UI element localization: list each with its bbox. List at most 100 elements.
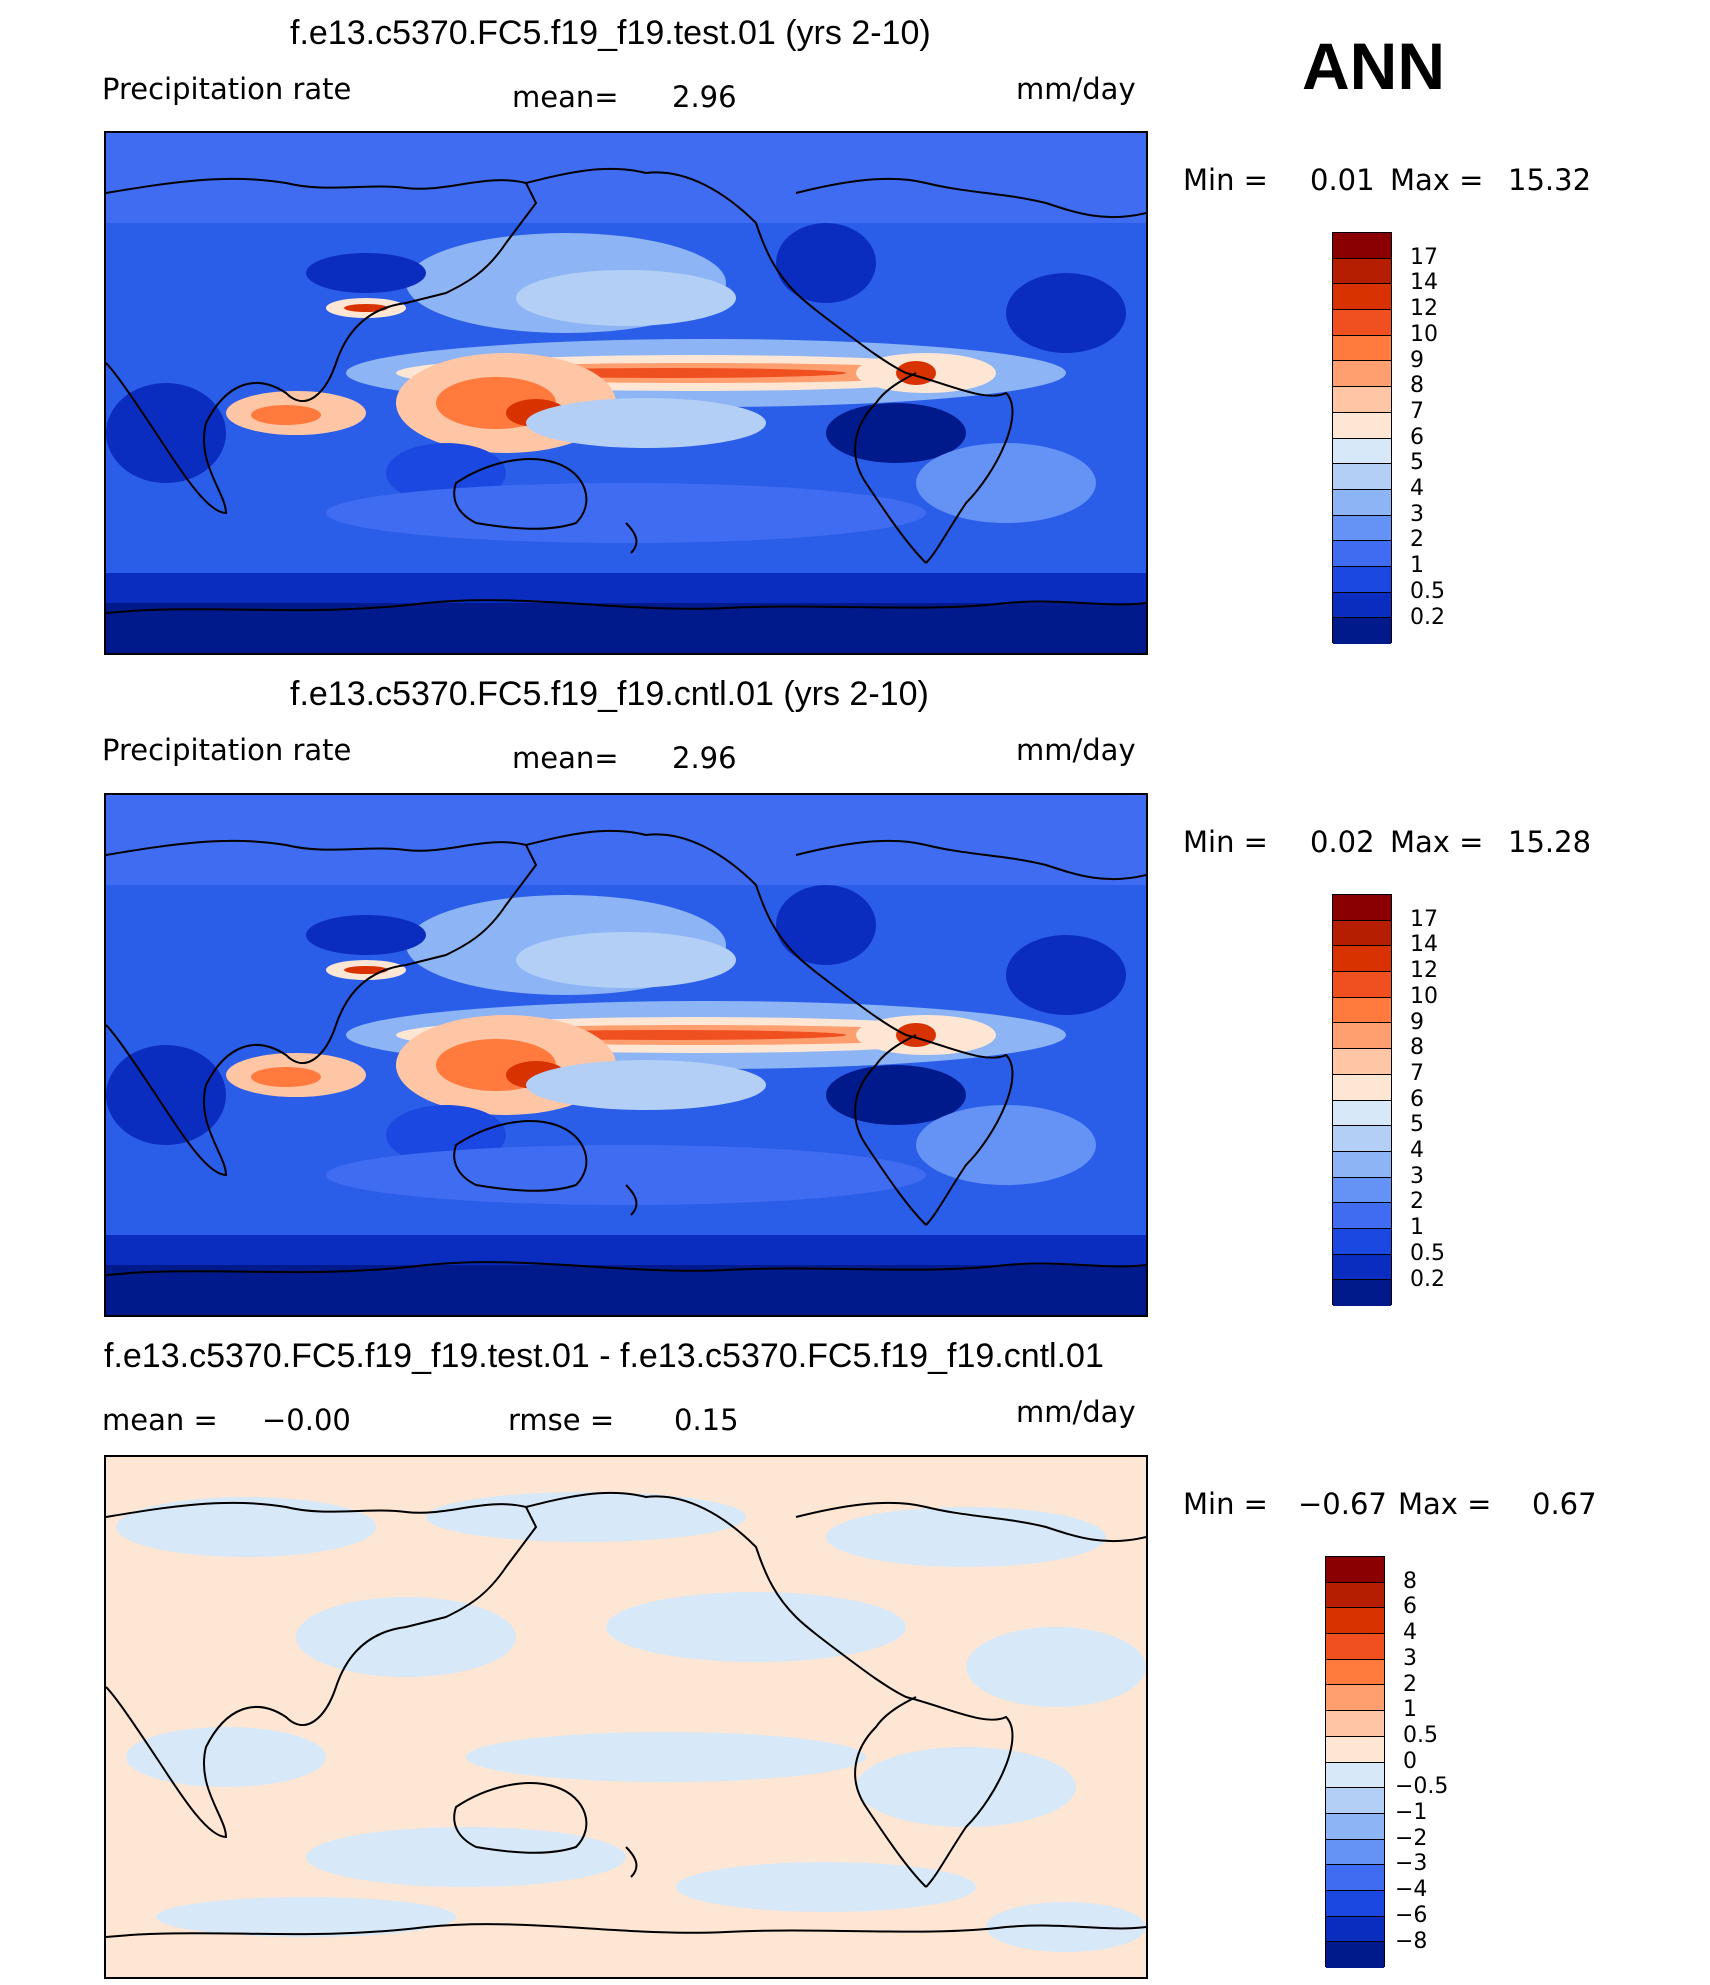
colorbar-level-label: 5: [1410, 1112, 1424, 1138]
colorbar-level-label: 12: [1410, 296, 1438, 322]
colorbar-swatch: [1333, 1203, 1391, 1229]
panel2-units: mm/day: [1016, 733, 1136, 767]
colorbar-swatch: [1326, 1865, 1384, 1891]
season-label: ANN: [1302, 29, 1445, 103]
colorbar-level-label: 4: [1410, 476, 1424, 501]
colorbar-swatch: [1333, 1126, 1391, 1152]
panel1-map: [104, 131, 1148, 655]
colorbar-swatch: [1333, 972, 1391, 998]
colorbar-level-label: 17: [1410, 244, 1438, 270]
panel1-variable-label: Precipitation rate: [102, 72, 352, 106]
colorbar-level-label: 4: [1410, 1138, 1424, 1163]
colorbar-level-label: 3: [1410, 1163, 1424, 1189]
colorbar-swatch: [1333, 1074, 1391, 1101]
colorbar-swatch: [1326, 1890, 1384, 1917]
colorbar-level-label: 2: [1410, 527, 1424, 553]
colorbar-level-label: 9: [1410, 1009, 1424, 1035]
colorbar-swatch: [1326, 1634, 1384, 1660]
colorbar-swatches: [1332, 894, 1392, 1306]
colorbar-level-label: 7: [1410, 1060, 1424, 1086]
colorbar-swatch: [1326, 1711, 1384, 1737]
panel2-max-value: 15.28: [1508, 825, 1592, 859]
colorbar-level-label: 1: [1403, 1697, 1417, 1723]
panel3-rmse-value: 0.15: [674, 1403, 739, 1437]
panel3-max-value: 0.67: [1532, 1487, 1597, 1521]
colorbar-level-label: −8: [1395, 1928, 1428, 1954]
colorbar-level-label: 0.5: [1410, 578, 1445, 604]
colorbar-swatch: [1333, 1049, 1391, 1075]
colorbar-swatch: [1333, 592, 1391, 619]
panel3-map: [104, 1455, 1148, 1979]
colorbar-level-label: 14: [1410, 270, 1438, 296]
colorbar-swatch: [1326, 1839, 1384, 1866]
colorbar-level-label: 8: [1410, 1035, 1424, 1061]
colorbar-swatches: [1332, 232, 1392, 644]
colorbar-swatch: [1333, 361, 1391, 388]
colorbar-swatch: [1333, 566, 1391, 593]
colorbar-level-label: 0: [1403, 1748, 1417, 1774]
panel2-mean-value: 2.96: [672, 741, 737, 775]
colorbar-swatch: [1326, 1942, 1384, 1968]
colorbar-swatch: [1333, 412, 1391, 439]
panel3-min-value: −0.67: [1298, 1487, 1387, 1521]
colorbar-level-label: −1: [1395, 1800, 1428, 1825]
colorbar-level-label: −6: [1395, 1902, 1428, 1928]
colorbar-swatch: [1333, 541, 1391, 567]
colorbar-swatch: [1326, 1813, 1384, 1840]
colorbar-level-label: 2: [1410, 1189, 1424, 1215]
panel2-title: f.e13.c5370.FC5.f19_f19.cntl.01 (yrs 2-1…: [290, 675, 929, 713]
colorbar-swatch: [1333, 233, 1391, 259]
colorbar-swatches: [1325, 1556, 1385, 1968]
panel1-title: f.e13.c5370.FC5.f19_f19.test.01 (yrs 2-1…: [290, 14, 931, 52]
colorbar-swatch: [1326, 1659, 1384, 1686]
panel3-mean-label: mean =: [102, 1403, 218, 1437]
colorbar-swatch: [1333, 1023, 1391, 1050]
panel3-map-plot: [106, 1457, 1146, 1977]
colorbar-swatch: [1326, 1557, 1384, 1583]
panel1-mean-value: 2.96: [672, 80, 737, 114]
colorbar-swatch: [1333, 1177, 1391, 1204]
panel3-title: f.e13.c5370.FC5.f19_f19.test.01 - f.e13.…: [104, 1337, 1104, 1375]
colorbar-swatch: [1333, 895, 1391, 921]
panel1-mean-label: mean=: [512, 80, 619, 114]
colorbar-swatch: [1333, 284, 1391, 311]
panel3-mean-value: −0.00: [262, 1403, 351, 1437]
panel1-min-label: Min =: [1183, 163, 1268, 197]
colorbar-level-label: 8: [1410, 373, 1424, 399]
colorbar-swatch: [1333, 1254, 1391, 1281]
colorbar-level-label: −4: [1395, 1877, 1428, 1903]
colorbar-swatch: [1333, 1280, 1391, 1306]
panel3-rmse-label: rmse =: [508, 1403, 615, 1437]
panel1-min-value: 0.01: [1310, 163, 1375, 197]
colorbar-level-label: 5: [1410, 450, 1424, 476]
colorbar-swatch: [1333, 1228, 1391, 1255]
colorbar-swatch: [1333, 464, 1391, 490]
colorbar-level-label: −0.5: [1395, 1774, 1449, 1800]
colorbar-swatch: [1333, 997, 1391, 1024]
colorbar-level-label: 12: [1410, 958, 1438, 984]
colorbar-level-label: 1: [1410, 1215, 1424, 1241]
colorbar-swatch: [1326, 1608, 1384, 1635]
colorbar-swatch: [1333, 258, 1391, 285]
panel2-map: [104, 793, 1148, 1317]
colorbar-level-label: 2: [1403, 1671, 1417, 1697]
colorbar-level-label: 14: [1410, 932, 1438, 958]
colorbar-level-label: 8: [1403, 1568, 1417, 1594]
colorbar-swatch: [1333, 310, 1391, 336]
panel2-min-label: Min =: [1183, 825, 1268, 859]
panel3-max-label: Max =: [1398, 1487, 1492, 1521]
colorbar-level-label: 0.5: [1403, 1722, 1438, 1748]
colorbar-swatch: [1333, 489, 1391, 516]
colorbar-level-label: 10: [1410, 321, 1438, 347]
colorbar-swatch: [1326, 1788, 1384, 1814]
colorbar-level-label: 1: [1410, 553, 1424, 579]
colorbar-level-label: 17: [1410, 906, 1438, 932]
colorbar-level-label: 0.5: [1410, 1240, 1445, 1266]
colorbar-level-label: 4: [1403, 1620, 1417, 1646]
colorbar-swatch: [1326, 1685, 1384, 1712]
colorbar-swatch: [1333, 920, 1391, 947]
colorbar-level-label: 6: [1410, 1086, 1424, 1112]
colorbar-level-label: 6: [1410, 424, 1424, 450]
panel2-max-label: Max =: [1390, 825, 1484, 859]
panel2-min-value: 0.02: [1310, 825, 1375, 859]
